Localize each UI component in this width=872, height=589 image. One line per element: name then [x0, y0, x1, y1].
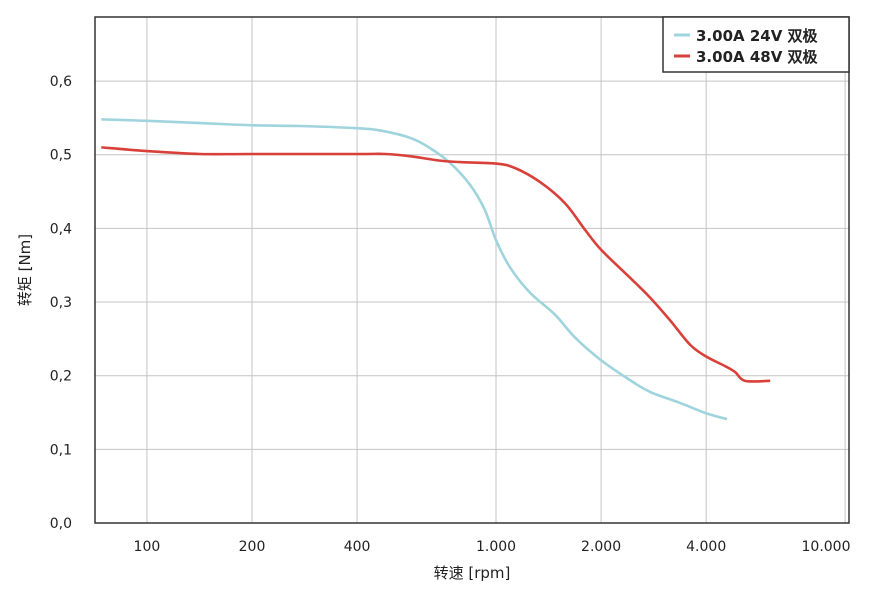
- x-tick-labels: 100 200 400 1.000 2.000 4.000 10.000: [134, 539, 851, 555]
- x-axis-label: 转速 [rpm]: [434, 564, 511, 582]
- series-lines: [101, 118, 771, 421]
- legend-label-48v: 3.00A 48V 双极: [696, 48, 819, 66]
- grid: [95, 17, 849, 523]
- legend-box: [662, 16, 850, 73]
- y-tick-label: 0,6: [50, 74, 72, 90]
- y-axis-label: 转矩 [Nm]: [16, 234, 34, 306]
- y-tick-label: 0,3: [50, 295, 72, 311]
- x-tick-label: 2.000: [581, 539, 621, 555]
- x-tick-label: 100: [134, 539, 161, 555]
- y-tick-label: 0,1: [50, 442, 72, 458]
- x-tick-label: 4.000: [686, 539, 726, 555]
- series-line-0: [101, 118, 728, 421]
- y-tick-label: 0,2: [50, 369, 72, 385]
- x-tick-label: 10.000: [802, 539, 851, 555]
- y-tick-label: 0,0: [50, 516, 72, 532]
- plot-frame: [94, 16, 850, 524]
- legend-label-24v: 3.00A 24V 双极: [696, 27, 819, 45]
- legend: 3.00A 24V 双极 3.00A 48V 双极: [662, 16, 850, 73]
- y-tick-label: 0,5: [50, 148, 72, 164]
- x-tick-label: 200: [239, 539, 266, 555]
- series-line-1: [101, 146, 771, 383]
- y-tick-labels: 0,0 0,1 0,2 0,3 0,4 0,5 0,6: [50, 74, 72, 532]
- x-tick-label: 400: [344, 539, 371, 555]
- y-tick-label: 0,4: [50, 221, 72, 237]
- x-tick-label: 1.000: [476, 539, 516, 555]
